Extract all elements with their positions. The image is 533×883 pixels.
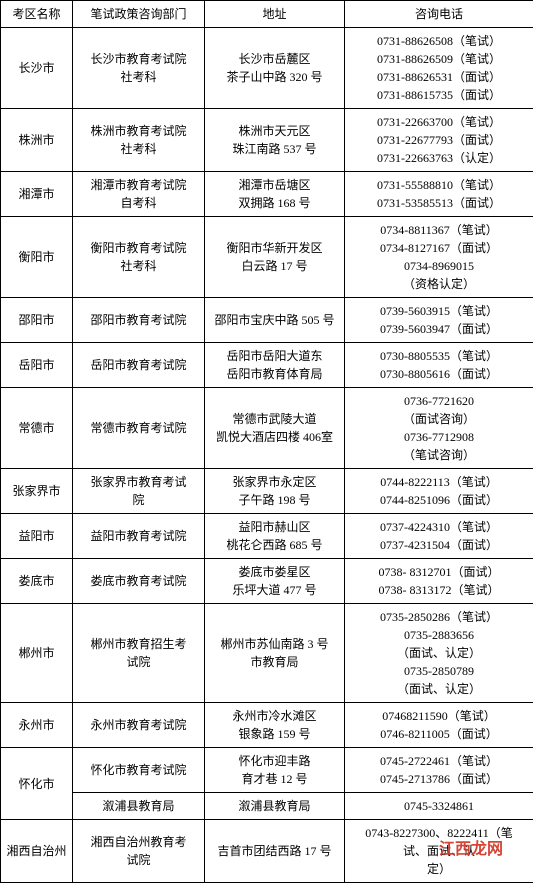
dept-cell: 永州市教育考试院: [73, 703, 205, 748]
table-row: 长沙市长沙市教育考试院社考科长沙市岳麓区茶子山中路 320 号0731-8862…: [1, 28, 533, 109]
table-row: 湘西自治州湘西自治州教育考试院吉首市团结西路 17 号0743-8227300、…: [1, 820, 533, 883]
address-cell: 湘潭市岳塘区双拥路 168 号: [205, 172, 345, 217]
table-row: 益阳市益阳市教育考试院益阳市赫山区桃花仑西路 685 号0737-4224310…: [1, 514, 533, 559]
region-cell: 株洲市: [1, 109, 73, 172]
dept-cell: 怀化市教育考试院: [73, 748, 205, 793]
phone-cell: 0731-88626508（笔试）0731-88626509（笔试）0731-8…: [345, 28, 533, 109]
table-row: 郴州市郴州市教育招生考试院郴州市苏仙南路 3 号市教育局0735-2850286…: [1, 604, 533, 703]
phone-cell: 0739-5603915（笔试）0739-5603947（面试）: [345, 298, 533, 343]
phone-cell: 07468211590（笔试）0746-8211005（面试）: [345, 703, 533, 748]
region-cell: 长沙市: [1, 28, 73, 109]
region-cell: 邵阳市: [1, 298, 73, 343]
address-cell: 永州市冷水滩区银象路 159 号: [205, 703, 345, 748]
phone-cell: 0744-8222113（笔试）0744-8251096（面试）: [345, 469, 533, 514]
dept-cell: 衡阳市教育考试院社考科: [73, 217, 205, 298]
table-row: 永州市永州市教育考试院永州市冷水滩区银象路 159 号07468211590（笔…: [1, 703, 533, 748]
address-cell: 郴州市苏仙南路 3 号市教育局: [205, 604, 345, 703]
dept-cell: 郴州市教育招生考试院: [73, 604, 205, 703]
phone-cell: 0737-4224310（笔试）0737-4231504（面试）: [345, 514, 533, 559]
table-row: 湘潭市湘潭市教育考试院自考科湘潭市岳塘区双拥路 168 号0731-555888…: [1, 172, 533, 217]
region-cell: 益阳市: [1, 514, 73, 559]
table-row: 常德市常德市教育考试院常德市武陵大道凯悦大酒店四楼 406室0736-77216…: [1, 388, 533, 469]
header-phone: 咨询电话: [345, 1, 533, 28]
region-cell: 郴州市: [1, 604, 73, 703]
header-dept: 笔试政策咨询部门: [73, 1, 205, 28]
header-region: 考区名称: [1, 1, 73, 28]
address-cell: 溆浦县教育局: [205, 793, 345, 820]
address-cell: 吉首市团结西路 17 号: [205, 820, 345, 883]
table-row: 岳阳市岳阳市教育考试院岳阳市岳阳大道东岳阳市教育体育局0730-8805535（…: [1, 343, 533, 388]
dept-cell: 常德市教育考试院: [73, 388, 205, 469]
dept-cell: 湘潭市教育考试院自考科: [73, 172, 205, 217]
dept-cell: 溆浦县教育局: [73, 793, 205, 820]
dept-cell: 益阳市教育考试院: [73, 514, 205, 559]
region-cell: 常德市: [1, 388, 73, 469]
address-cell: 邵阳市宝庆中路 505 号: [205, 298, 345, 343]
address-cell: 怀化市迎丰路育才巷 12 号: [205, 748, 345, 793]
table-header-row: 考区名称 笔试政策咨询部门 地址 咨询电话: [1, 1, 533, 28]
table-row: 株洲市株洲市教育考试院社考科株洲市天元区珠江南路 537 号0731-22663…: [1, 109, 533, 172]
phone-cell: 0731-22663700（笔试）0731-22677793（面试）0731-2…: [345, 109, 533, 172]
dept-cell: 长沙市教育考试院社考科: [73, 28, 205, 109]
phone-cell: 0738- 8312701（面试）0738- 8313172（笔试）: [345, 559, 533, 604]
address-cell: 娄底市娄星区乐坪大道 477 号: [205, 559, 345, 604]
region-cell: 娄底市: [1, 559, 73, 604]
address-cell: 长沙市岳麓区茶子山中路 320 号: [205, 28, 345, 109]
table-row: 衡阳市衡阳市教育考试院社考科衡阳市华新开发区白云路 17 号0734-88113…: [1, 217, 533, 298]
phone-cell: 0743-8227300、8222411（笔试、面试、认定）: [345, 820, 533, 883]
phone-cell: 0734-8811367（笔试）0734-8127167（面试）0734-896…: [345, 217, 533, 298]
table-row: 怀化市怀化市教育考试院怀化市迎丰路育才巷 12 号0745-2722461（笔试…: [1, 748, 533, 793]
phone-cell: 0745-3324861: [345, 793, 533, 820]
dept-cell: 邵阳市教育考试院: [73, 298, 205, 343]
dept-cell: 湘西自治州教育考试院: [73, 820, 205, 883]
phone-cell: 0730-8805535（笔试）0730-8805616（面试）: [345, 343, 533, 388]
region-cell: 湘潭市: [1, 172, 73, 217]
address-cell: 常德市武陵大道凯悦大酒店四楼 406室: [205, 388, 345, 469]
region-cell: 怀化市: [1, 748, 73, 820]
phone-cell: 0745-2722461（笔试）0745-2713786（面试）: [345, 748, 533, 793]
region-cell: 衡阳市: [1, 217, 73, 298]
address-cell: 张家界市永定区子午路 198 号: [205, 469, 345, 514]
dept-cell: 岳阳市教育考试院: [73, 343, 205, 388]
dept-cell: 张家界市教育考试院: [73, 469, 205, 514]
table-row: 张家界市张家界市教育考试院张家界市永定区子午路 198 号0744-822211…: [1, 469, 533, 514]
table-row: 溆浦县教育局溆浦县教育局0745-3324861: [1, 793, 533, 820]
region-cell: 岳阳市: [1, 343, 73, 388]
table-row: 邵阳市邵阳市教育考试院邵阳市宝庆中路 505 号0739-5603915（笔试）…: [1, 298, 533, 343]
region-cell: 永州市: [1, 703, 73, 748]
address-cell: 衡阳市华新开发区白云路 17 号: [205, 217, 345, 298]
phone-cell: 0736-7721620（面试咨询）0736-7712908（笔试咨询）: [345, 388, 533, 469]
table-row: 娄底市娄底市教育考试院娄底市娄星区乐坪大道 477 号0738- 8312701…: [1, 559, 533, 604]
region-cell: 湘西自治州: [1, 820, 73, 883]
region-cell: 张家界市: [1, 469, 73, 514]
phone-cell: 0731-55588810（笔试）0731-53585513（面试）: [345, 172, 533, 217]
dept-cell: 娄底市教育考试院: [73, 559, 205, 604]
header-address: 地址: [205, 1, 345, 28]
address-cell: 株洲市天元区珠江南路 537 号: [205, 109, 345, 172]
exam-info-table: 考区名称 笔试政策咨询部门 地址 咨询电话 长沙市长沙市教育考试院社考科长沙市岳…: [0, 0, 533, 883]
phone-cell: 0735-2850286（笔试）0735-2883656（面试、认定）0735-…: [345, 604, 533, 703]
address-cell: 益阳市赫山区桃花仑西路 685 号: [205, 514, 345, 559]
address-cell: 岳阳市岳阳大道东岳阳市教育体育局: [205, 343, 345, 388]
dept-cell: 株洲市教育考试院社考科: [73, 109, 205, 172]
